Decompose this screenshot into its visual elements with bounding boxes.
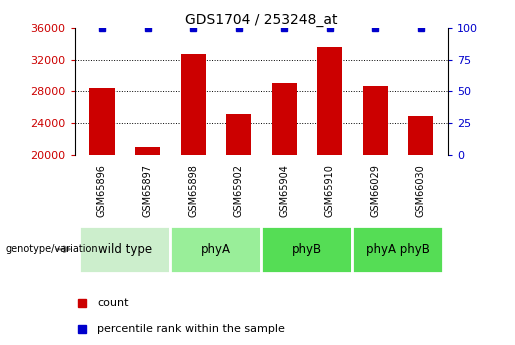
Title: GDS1704 / 253248_at: GDS1704 / 253248_at: [185, 12, 338, 27]
Bar: [317, 47, 342, 155]
Bar: [79, 226, 170, 273]
Text: GSM65898: GSM65898: [188, 164, 198, 217]
Text: genotype/variation: genotype/variation: [5, 244, 98, 254]
Bar: [135, 147, 160, 155]
Bar: [226, 114, 251, 155]
Bar: [90, 88, 114, 155]
Text: phyA: phyA: [201, 243, 231, 256]
Bar: [271, 83, 297, 155]
Text: GSM65897: GSM65897: [143, 164, 152, 217]
Text: GSM65904: GSM65904: [279, 164, 289, 217]
Bar: [352, 226, 443, 273]
Bar: [181, 54, 205, 155]
Text: GSM66030: GSM66030: [416, 164, 426, 217]
Bar: [261, 226, 352, 273]
Text: GSM65902: GSM65902: [234, 164, 244, 217]
Bar: [170, 226, 261, 273]
Bar: [408, 116, 433, 155]
Text: wild type: wild type: [98, 243, 152, 256]
Text: percentile rank within the sample: percentile rank within the sample: [97, 324, 285, 334]
Text: phyB: phyB: [292, 243, 322, 256]
Text: GSM65910: GSM65910: [324, 164, 335, 217]
Bar: [363, 86, 388, 155]
Text: phyA phyB: phyA phyB: [366, 243, 430, 256]
Text: GSM65896: GSM65896: [97, 164, 107, 217]
Text: GSM66029: GSM66029: [370, 164, 380, 217]
Text: count: count: [97, 298, 129, 308]
